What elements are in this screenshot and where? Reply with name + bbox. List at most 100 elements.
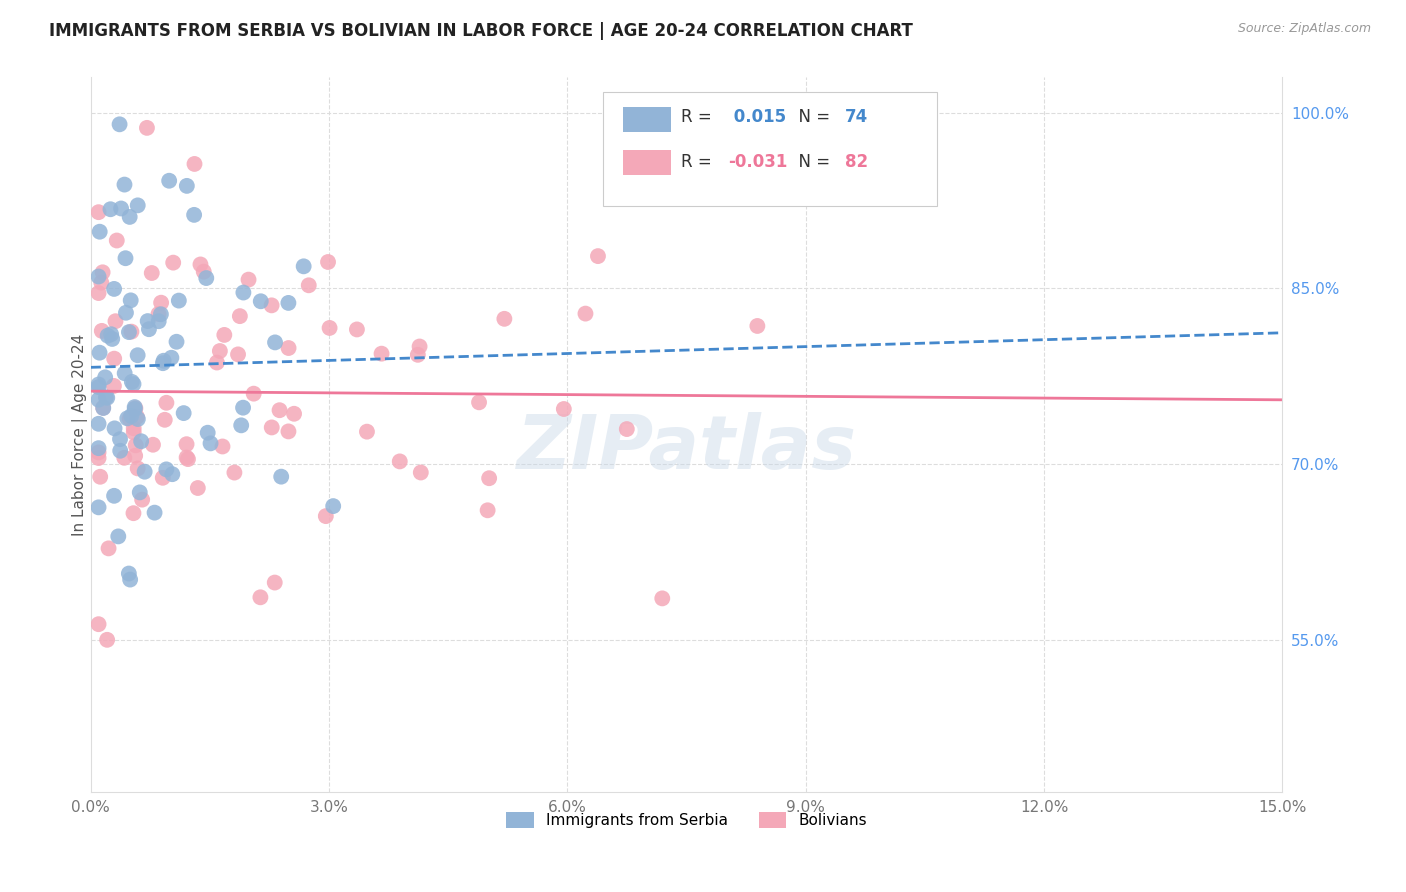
Point — [124, 400, 146, 414]
Point — [136, 120, 159, 135]
Point — [127, 198, 149, 212]
Point — [114, 366, 136, 380]
Point — [260, 298, 283, 312]
Point — [91, 265, 114, 279]
Point — [110, 202, 132, 216]
Point — [574, 307, 596, 321]
Point — [115, 306, 138, 320]
Point — [226, 347, 249, 361]
Point — [173, 406, 195, 420]
Point — [110, 443, 132, 458]
Point — [100, 202, 122, 217]
Point — [298, 278, 321, 293]
Point — [148, 314, 170, 328]
Point — [118, 411, 141, 425]
FancyBboxPatch shape — [603, 92, 936, 206]
Point — [87, 617, 110, 632]
Point — [87, 286, 110, 301]
Point — [105, 234, 128, 248]
Point — [150, 295, 173, 310]
Text: N =: N = — [787, 153, 835, 170]
Point — [97, 541, 120, 556]
Text: 82: 82 — [845, 153, 868, 170]
FancyBboxPatch shape — [623, 107, 671, 132]
Text: R =: R = — [681, 153, 717, 170]
Point — [263, 575, 285, 590]
Text: R =: R = — [681, 108, 717, 126]
Point — [155, 462, 177, 476]
Point — [162, 467, 184, 482]
Point — [103, 282, 125, 296]
Text: -0.031: -0.031 — [728, 153, 787, 170]
Point — [292, 260, 315, 274]
Point — [128, 485, 150, 500]
Point — [87, 450, 110, 465]
Point — [90, 324, 112, 338]
Text: ZIPatlas: ZIPatlas — [516, 412, 856, 485]
Y-axis label: In Labor Force | Age 20-24: In Labor Force | Age 20-24 — [72, 334, 87, 536]
Point — [91, 401, 114, 415]
Point — [131, 492, 153, 507]
Point — [160, 351, 183, 365]
Point — [87, 392, 110, 407]
Point — [162, 255, 184, 269]
Point — [124, 449, 146, 463]
Point — [142, 438, 165, 452]
Point — [249, 591, 271, 605]
Point — [249, 294, 271, 309]
Point — [122, 421, 145, 435]
Point — [129, 434, 152, 449]
Point — [409, 466, 432, 480]
Point — [193, 264, 215, 278]
Point — [87, 377, 110, 392]
Point — [315, 509, 337, 524]
Point — [214, 327, 236, 342]
Point — [141, 266, 163, 280]
Point — [152, 356, 174, 370]
Point — [89, 225, 111, 239]
Point — [232, 285, 254, 300]
Point — [118, 566, 141, 581]
Point — [87, 500, 110, 515]
Point — [87, 441, 110, 455]
Point — [586, 249, 609, 263]
Point — [494, 311, 516, 326]
Point — [107, 529, 129, 543]
Point — [136, 314, 159, 328]
Point — [101, 332, 124, 346]
Point — [112, 450, 135, 465]
Point — [388, 454, 411, 468]
Point — [166, 334, 188, 349]
Point — [90, 276, 112, 290]
Point — [125, 438, 148, 452]
Point — [277, 296, 299, 310]
Point — [118, 325, 141, 339]
Point — [277, 425, 299, 439]
Point — [104, 314, 127, 328]
Point — [117, 411, 139, 425]
Point — [270, 469, 292, 483]
Point — [205, 355, 228, 369]
Point — [122, 425, 145, 440]
Point — [177, 452, 200, 467]
Point — [208, 344, 231, 359]
Point — [134, 465, 156, 479]
Point — [167, 293, 190, 308]
Point — [195, 271, 218, 285]
Point — [224, 466, 246, 480]
Point — [103, 351, 125, 366]
Point — [478, 471, 501, 485]
Point — [120, 293, 142, 308]
Point — [108, 117, 131, 131]
Point — [346, 322, 368, 336]
Point — [153, 413, 176, 427]
Point — [322, 499, 344, 513]
Point — [120, 325, 142, 339]
Point — [152, 353, 174, 368]
Point — [651, 591, 673, 606]
Point — [120, 409, 142, 423]
Point — [94, 391, 117, 405]
Point — [87, 445, 110, 459]
Point — [103, 379, 125, 393]
Point — [96, 391, 118, 405]
